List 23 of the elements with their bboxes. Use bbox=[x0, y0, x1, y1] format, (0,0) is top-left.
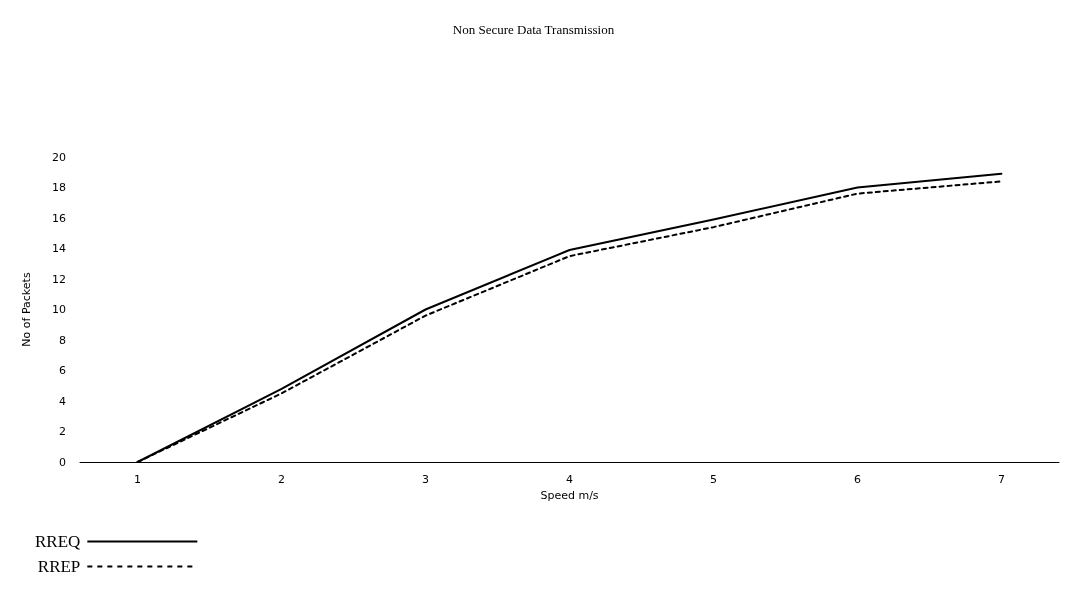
y-tick-label: 8 bbox=[59, 333, 66, 347]
y-tick-label: 18 bbox=[52, 181, 66, 194]
y-axis-title: No of Packets bbox=[20, 272, 33, 347]
y-tick-label: 16 bbox=[52, 211, 66, 225]
y-tick-label: 2 bbox=[59, 425, 66, 438]
x-tick-label: 5 bbox=[709, 473, 717, 486]
y-tick-label: 6 bbox=[59, 364, 66, 377]
x-tick-label: 1 bbox=[134, 473, 142, 486]
y-tick-label: 14 bbox=[52, 242, 66, 255]
x-tick-label: 7 bbox=[997, 473, 1005, 486]
x-tick-label: 2 bbox=[278, 473, 286, 486]
y-tick-label: 12 bbox=[52, 272, 66, 286]
y-tick-label: 4 bbox=[59, 394, 66, 408]
x-tick-label: 4 bbox=[566, 473, 573, 486]
y-tick-label: 20 bbox=[52, 150, 66, 164]
x-axis-title: Speed m/s bbox=[540, 488, 599, 502]
x-tick-label: 6 bbox=[853, 473, 861, 486]
y-tick-label: 0 bbox=[59, 455, 66, 469]
legend-label: RREQ bbox=[35, 532, 81, 551]
y-tick-label: 10 bbox=[52, 303, 66, 316]
chart-title: Non Secure Data Transmission bbox=[452, 22, 615, 37]
x-tick-label: 3 bbox=[422, 473, 430, 486]
legend-label: RREP bbox=[37, 557, 81, 576]
